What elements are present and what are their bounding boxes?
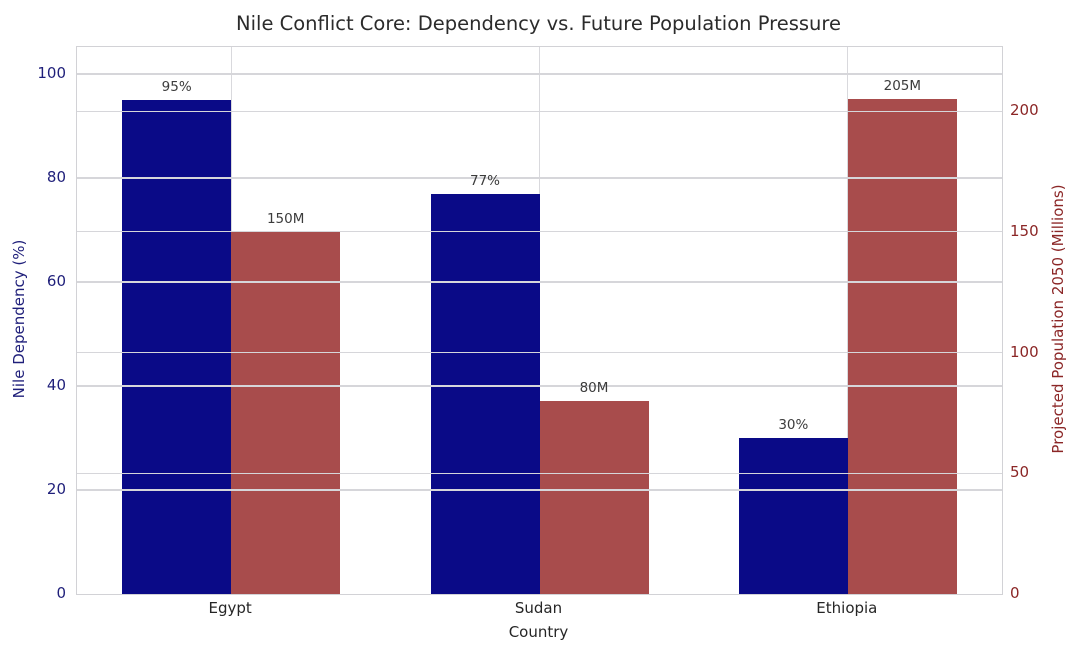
- left-axis-tick: 100: [37, 64, 66, 83]
- left-axis-tick: 0: [56, 584, 66, 602]
- bar-sudan-population: [539, 400, 649, 594]
- bar-value-label: 30%: [778, 417, 809, 433]
- x-gridline: [847, 47, 849, 594]
- y-gridline-right: [77, 231, 1002, 233]
- bar-value-label: 205M: [883, 78, 922, 95]
- bar-ethiopia-dependency: [738, 438, 848, 594]
- plot-area: 95% 77% 30% 150M 80M 205M: [76, 46, 1003, 595]
- y-gridline-left: [77, 177, 1002, 179]
- right-axis-tick: 100: [1010, 342, 1039, 361]
- right-axis-tick: 150: [1010, 221, 1039, 240]
- y-gridline-left: [77, 281, 1002, 283]
- y-gridline-left: [77, 489, 1002, 491]
- left-axis-tick: 20: [46, 480, 66, 498]
- left-axis-tick: 60: [46, 272, 66, 291]
- x-axis-tick-ethiopia: Ethiopia: [816, 599, 878, 617]
- x-axis-label: Country: [508, 623, 569, 641]
- y-gridline-right: [77, 110, 1002, 112]
- left-axis-tick: 40: [46, 376, 66, 394]
- x-axis-tick-sudan: Sudan: [514, 599, 563, 617]
- y-gridline-left: [77, 385, 1002, 387]
- bar-egypt-population: [231, 231, 341, 594]
- bar-sudan-dependency: [430, 193, 540, 594]
- x-axis-tick-egypt: Egypt: [208, 599, 252, 617]
- right-axis-tick: 50: [1010, 463, 1030, 482]
- y-gridline-left: [77, 73, 1002, 75]
- bar-ethiopia-population: [847, 99, 957, 594]
- bar-egypt-dependency: [122, 100, 232, 594]
- chart-title: Nile Conflict Core: Dependency vs. Futur…: [236, 12, 841, 35]
- right-axis-tick: 200: [1010, 101, 1039, 120]
- left-axis-tick: 80: [46, 168, 66, 187]
- right-axis-tick: 0: [1010, 584, 1020, 602]
- bar-value-label: 150M: [266, 210, 305, 227]
- bar-value-label: 95%: [161, 79, 192, 96]
- bar-value-label: 77%: [469, 172, 501, 189]
- bar-value-label: 80M: [579, 379, 609, 396]
- left-axis-label: Nile Dependency (%): [10, 239, 28, 399]
- y-gridline-right: [77, 472, 1002, 474]
- y-gridline-right: [77, 352, 1002, 354]
